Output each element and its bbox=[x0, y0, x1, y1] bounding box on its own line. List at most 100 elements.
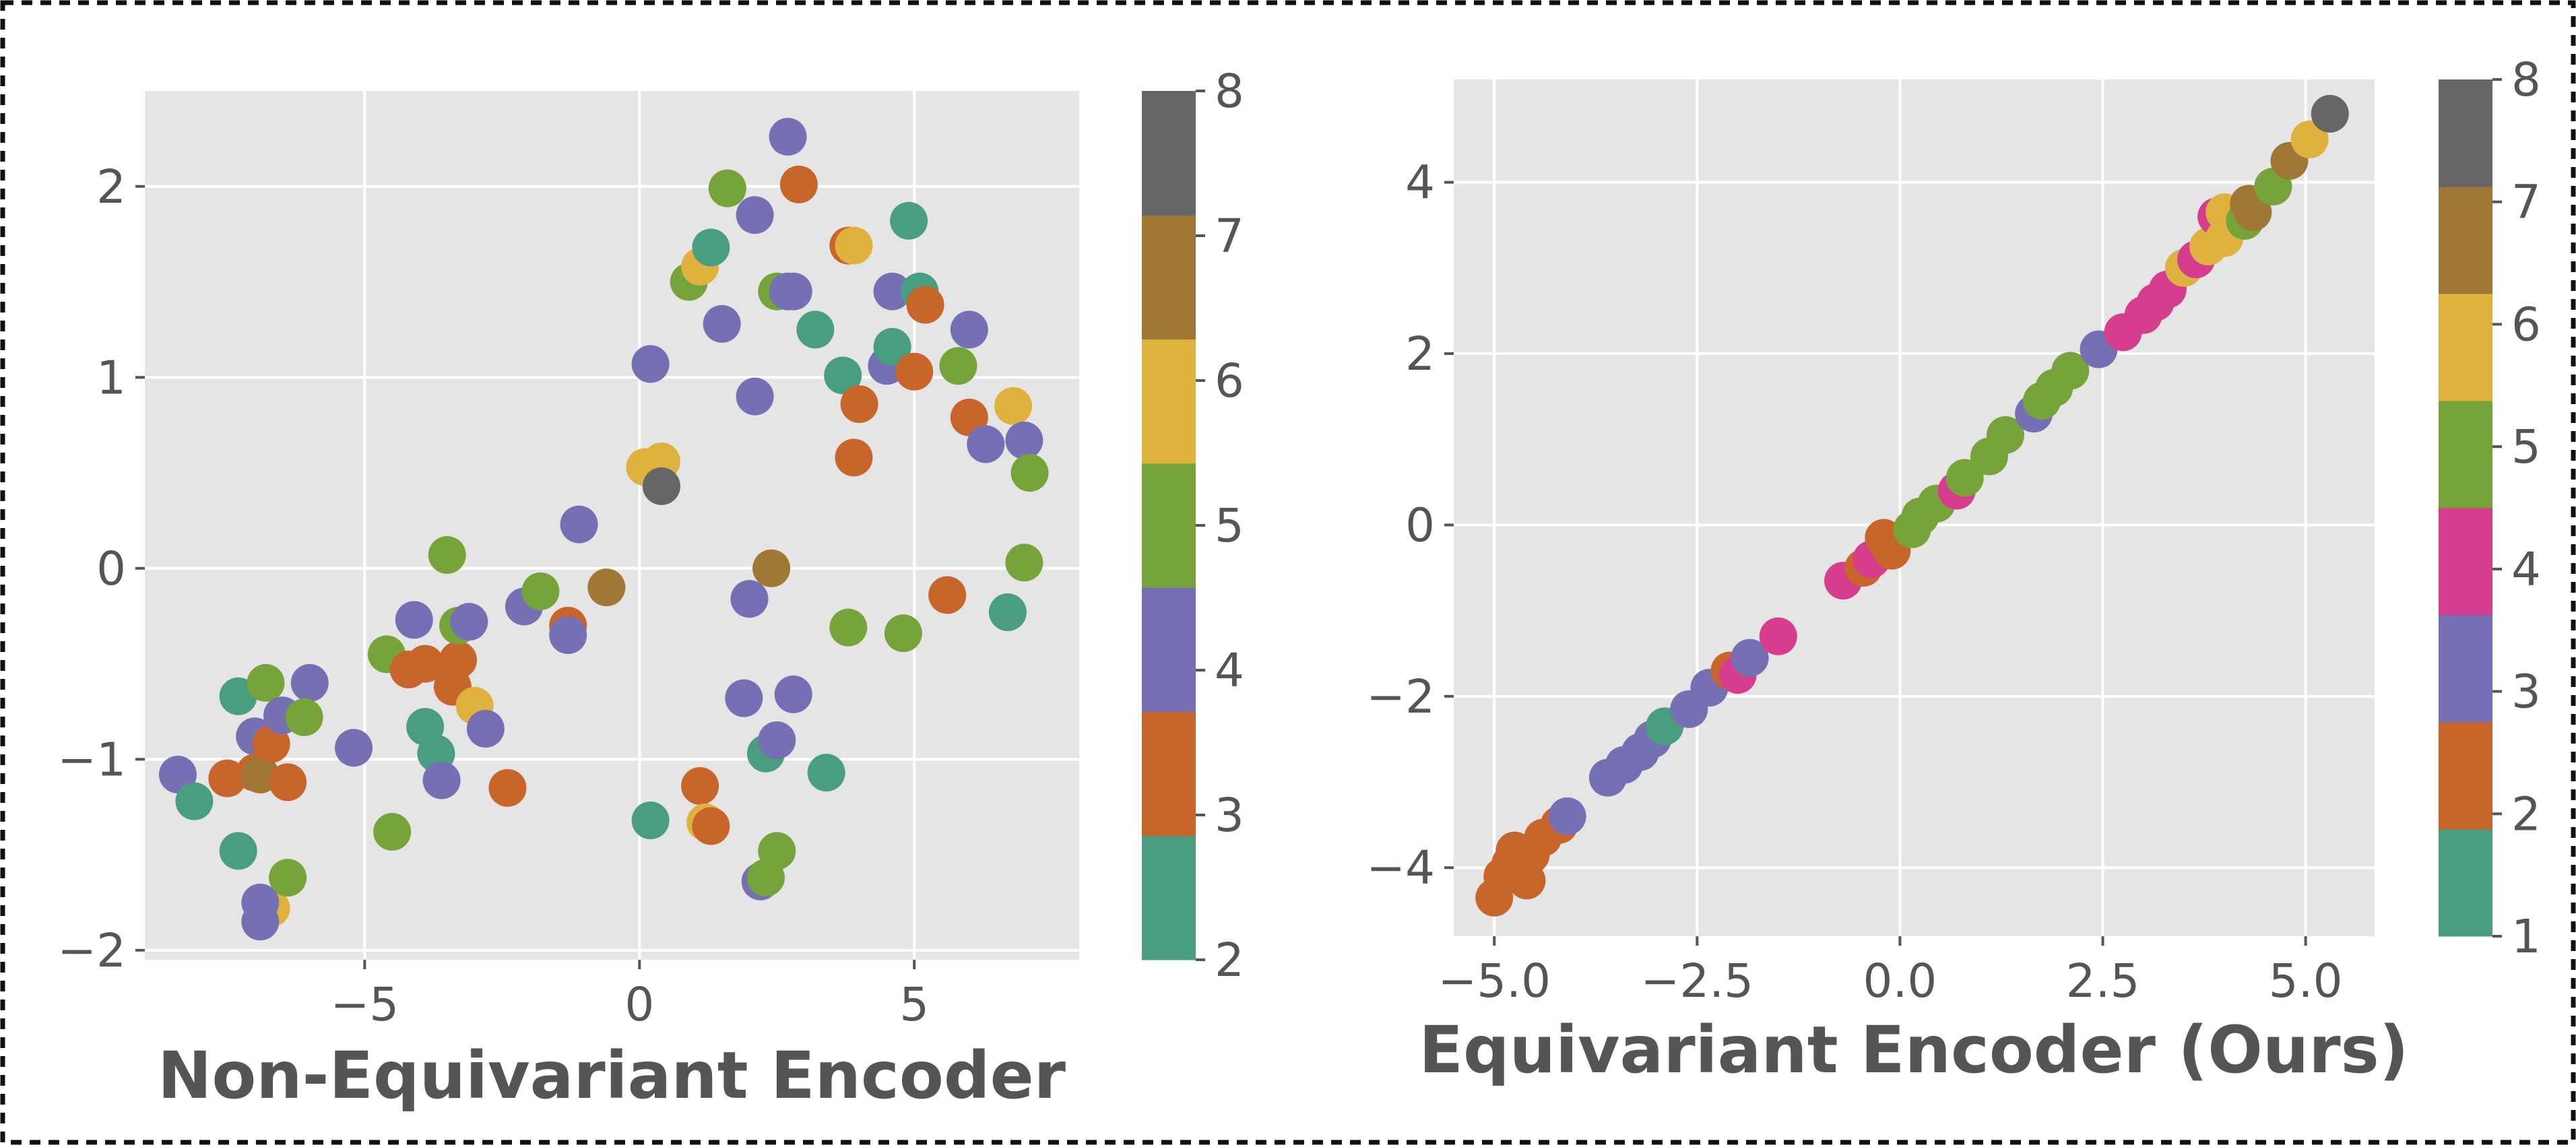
right-x-tick-label: 5.0 bbox=[2269, 954, 2343, 1008]
left-data-point bbox=[758, 832, 796, 870]
left-y-tick-labels: −2 −1 0 1 2 bbox=[57, 160, 145, 978]
left-data-point bbox=[835, 438, 873, 477]
left-colorbar-tick-label: 7 bbox=[1215, 209, 1244, 263]
left-y-tick-label: 0 bbox=[96, 542, 126, 596]
left-data-point bbox=[829, 608, 868, 647]
right-points bbox=[1475, 94, 2349, 917]
right-y-tick-label: 0 bbox=[1405, 498, 1435, 552]
right-colorbar-tick-label: 3 bbox=[2511, 665, 2541, 719]
right-colorbar-labels: 1 2 3 4 5 6 7 8 bbox=[2492, 53, 2541, 964]
right-colorbar-segment bbox=[2439, 294, 2492, 401]
left-data-point bbox=[906, 286, 944, 324]
right-data-point bbox=[1759, 617, 1797, 655]
left-data-point bbox=[769, 118, 807, 156]
left-colorbar-tick-label: 4 bbox=[1215, 644, 1244, 698]
right-x-tick-label: −2.5 bbox=[1641, 954, 1754, 1008]
left-data-point bbox=[488, 768, 527, 807]
left-colorbar bbox=[1142, 91, 1196, 960]
left-data-point bbox=[560, 505, 598, 544]
left-data-point bbox=[395, 601, 433, 639]
right-x-tick-labels: −5.0 −2.5 0.0 2.5 5.0 bbox=[1438, 936, 2342, 1008]
left-data-point bbox=[774, 272, 812, 310]
right-colorbar-tick-label: 7 bbox=[2511, 176, 2541, 230]
left-data-point bbox=[290, 663, 329, 702]
left-plot-background bbox=[145, 91, 1079, 960]
left-data-point bbox=[587, 568, 626, 607]
left-colorbar-segment bbox=[1142, 711, 1196, 837]
left-data-point bbox=[466, 709, 505, 748]
right-colorbar-tick-label: 4 bbox=[2511, 543, 2541, 597]
left-data-point bbox=[252, 725, 290, 763]
left-data-point bbox=[450, 603, 488, 641]
left-data-point bbox=[873, 272, 911, 310]
left-colorbar-segment bbox=[1142, 463, 1196, 588]
left-x-tick-label: 0 bbox=[624, 978, 654, 1032]
left-colorbar-segment bbox=[1142, 339, 1196, 464]
left-points bbox=[158, 118, 1049, 941]
left-data-point bbox=[950, 310, 988, 349]
right-x-tick-label: 2.5 bbox=[2066, 954, 2140, 1008]
left-data-point bbox=[890, 201, 928, 240]
left-data-point bbox=[758, 721, 796, 759]
left-data-point bbox=[796, 310, 835, 349]
left-data-point bbox=[873, 327, 911, 366]
left-data-point bbox=[725, 679, 763, 717]
right-colorbar-segment bbox=[2439, 722, 2492, 830]
left-data-point bbox=[422, 761, 461, 799]
left-data-point bbox=[549, 616, 587, 655]
left-y-tick-label: −1 bbox=[57, 733, 126, 787]
left-data-point bbox=[1010, 454, 1049, 492]
left-data-point bbox=[1005, 544, 1043, 582]
left-data-point bbox=[269, 763, 307, 802]
left-data-point bbox=[642, 467, 680, 505]
left-data-point bbox=[241, 903, 280, 941]
left-colorbar-segment bbox=[1142, 91, 1196, 216]
left-data-point bbox=[439, 641, 478, 679]
left-chart: −5 0 5 −2 −1 0 1 2 Non-Equivariant Encoder 2 3 4… bbox=[57, 65, 1244, 1113]
left-colorbar-segment bbox=[1142, 587, 1196, 712]
left-data-point bbox=[681, 767, 719, 805]
left-data-point bbox=[247, 663, 285, 702]
left-data-point bbox=[428, 535, 466, 574]
left-data-point bbox=[285, 698, 323, 736]
left-colorbar-tick-label: 3 bbox=[1215, 789, 1244, 843]
right-colorbar-segment bbox=[2439, 187, 2492, 294]
right-data-point bbox=[1986, 416, 2024, 454]
left-data-point bbox=[994, 387, 1033, 425]
left-data-point bbox=[774, 675, 812, 713]
left-y-tick-label: 2 bbox=[96, 160, 126, 214]
right-colorbar bbox=[2439, 79, 2492, 937]
right-data-point bbox=[1945, 459, 1984, 497]
left-data-point bbox=[807, 754, 845, 792]
left-data-point bbox=[779, 165, 818, 203]
left-data-point bbox=[928, 576, 967, 614]
left-data-point bbox=[703, 304, 741, 343]
left-colorbar-tick-label: 2 bbox=[1215, 934, 1244, 987]
left-data-point bbox=[219, 832, 257, 870]
right-colorbar-tick-label: 6 bbox=[2511, 298, 2541, 352]
left-y-tick-label: 1 bbox=[96, 351, 126, 405]
left-data-point bbox=[736, 196, 774, 234]
left-data-point bbox=[939, 347, 977, 385]
right-y-tick-label: −2 bbox=[1366, 670, 1435, 724]
left-data-point bbox=[730, 580, 769, 618]
right-y-tick-labels: −4 −2 0 2 4 bbox=[1366, 156, 1454, 895]
right-chart: −5.0 −2.5 0.0 2.5 5.0 −4 −2 0 2 4 Equivariant En… bbox=[1366, 53, 2541, 1088]
left-data-point bbox=[335, 729, 373, 767]
right-data-point bbox=[2290, 121, 2329, 159]
left-data-point bbox=[373, 813, 412, 851]
right-data-point bbox=[1548, 797, 1586, 835]
right-colorbar-tick-label: 2 bbox=[2511, 787, 2541, 841]
right-data-point bbox=[2051, 352, 2090, 390]
right-data-point bbox=[2234, 193, 2272, 232]
left-data-point bbox=[752, 549, 791, 587]
left-data-point bbox=[736, 377, 774, 416]
left-y-tick-label: −2 bbox=[57, 924, 126, 978]
right-y-tick-label: 2 bbox=[1405, 327, 1435, 381]
right-gridlines bbox=[1454, 79, 2375, 936]
left-data-point bbox=[884, 614, 922, 653]
left-data-point bbox=[175, 782, 214, 820]
left-data-point bbox=[967, 425, 1005, 463]
left-data-point bbox=[840, 385, 878, 423]
